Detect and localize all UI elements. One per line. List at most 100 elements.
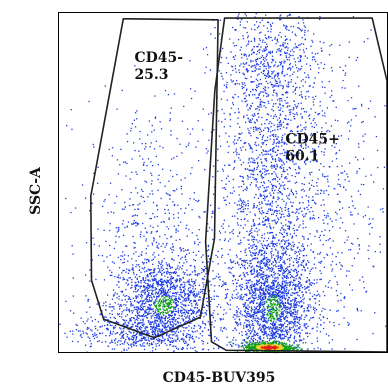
- event-dot: [194, 300, 197, 303]
- event-dot: [229, 192, 232, 194]
- event-dot: [297, 266, 299, 268]
- event-dot: [286, 329, 288, 331]
- event-dot: [233, 190, 235, 192]
- event-dot: [192, 291, 194, 293]
- event-dot: [170, 315, 172, 317]
- event-dot: [255, 68, 258, 70]
- event-dot: [277, 74, 279, 76]
- event-dot: [175, 345, 177, 348]
- event-dot: [294, 317, 296, 319]
- event-dot: [162, 313, 164, 315]
- event-dot: [121, 330, 123, 333]
- event-dot: [202, 277, 204, 279]
- event-dot: [184, 322, 186, 324]
- event-dot: [330, 287, 333, 289]
- event-dot: [289, 259, 291, 262]
- event-dot: [272, 84, 274, 86]
- event-dot: [296, 325, 298, 327]
- event-dot: [262, 224, 264, 226]
- event-dot: [293, 277, 295, 279]
- event-dot: [128, 330, 130, 332]
- event-dot: [309, 161, 312, 163]
- event-dot: [117, 303, 119, 305]
- event-dot: [306, 280, 308, 282]
- event-dot: [249, 263, 251, 265]
- event-dot: [134, 208, 136, 211]
- event-dot: [174, 287, 176, 289]
- event-dot: [259, 311, 261, 313]
- event-dot: [135, 338, 137, 340]
- event-dot: [271, 167, 273, 169]
- event-dot: [152, 193, 154, 195]
- event-dot: [275, 206, 278, 208]
- event-dot: [122, 251, 124, 253]
- event-dot: [319, 16, 321, 18]
- event-dot: [293, 305, 295, 307]
- event-dot: [192, 338, 194, 340]
- event-dot: [106, 323, 109, 326]
- event-dot: [180, 330, 182, 332]
- event-dot: [309, 304, 311, 306]
- event-dot: [269, 317, 271, 319]
- event-dot: [229, 113, 231, 115]
- event-dot: [295, 340, 298, 342]
- event-dot: [190, 322, 192, 324]
- event-dot: [161, 285, 163, 287]
- event-dot: [154, 287, 156, 289]
- event-dot: [286, 26, 288, 28]
- event-dot: [148, 294, 150, 297]
- event-dot: [263, 181, 265, 183]
- event-dot: [269, 315, 272, 317]
- event-dot: [148, 307, 150, 309]
- event-dot: [107, 318, 109, 321]
- event-dot: [253, 167, 255, 169]
- event-dot: [253, 314, 255, 316]
- event-dot: [180, 188, 183, 190]
- event-dot: [272, 305, 274, 307]
- event-dot: [211, 210, 214, 213]
- event-dot: [207, 245, 209, 248]
- event-dot: [156, 313, 158, 315]
- event-dot: [175, 295, 177, 297]
- event-dot: [281, 265, 283, 267]
- event-dot: [299, 290, 301, 292]
- event-dot: [261, 299, 263, 301]
- event-dot: [111, 341, 114, 343]
- event-dot: [171, 311, 173, 313]
- event-dot: [237, 117, 239, 119]
- event-dot: [123, 258, 126, 260]
- event-dot: [143, 235, 145, 237]
- event-dot: [282, 295, 284, 297]
- event-dot: [258, 85, 260, 87]
- event-dot: [147, 295, 149, 297]
- event-dot: [256, 305, 259, 308]
- event-dot: [254, 143, 256, 145]
- event-dot: [135, 296, 137, 299]
- event-dot: [294, 288, 297, 290]
- event-dot: [169, 344, 171, 346]
- event-dot: [150, 307, 152, 309]
- event-dot: [238, 323, 240, 325]
- event-dot: [223, 326, 226, 329]
- event-dot: [263, 212, 265, 214]
- event-dot: [129, 331, 131, 333]
- event-dot: [300, 306, 302, 308]
- event-dot: [287, 266, 289, 268]
- event-dot: [255, 178, 257, 180]
- event-dot: [304, 162, 306, 164]
- event-dot: [282, 225, 284, 227]
- event-dot: [181, 348, 184, 351]
- event-dot: [259, 39, 261, 42]
- event-dot: [152, 263, 154, 265]
- event-dot: [154, 317, 156, 319]
- event-dot: [185, 335, 187, 338]
- event-dot: [274, 243, 276, 245]
- event-dot: [232, 261, 234, 263]
- event-dot: [132, 326, 134, 328]
- event-dot: [150, 308, 152, 311]
- event-dot: [71, 340, 74, 342]
- event-dot: [173, 308, 175, 310]
- event-dot: [259, 263, 261, 265]
- event-dot: [172, 175, 174, 178]
- event-dot: [191, 337, 193, 339]
